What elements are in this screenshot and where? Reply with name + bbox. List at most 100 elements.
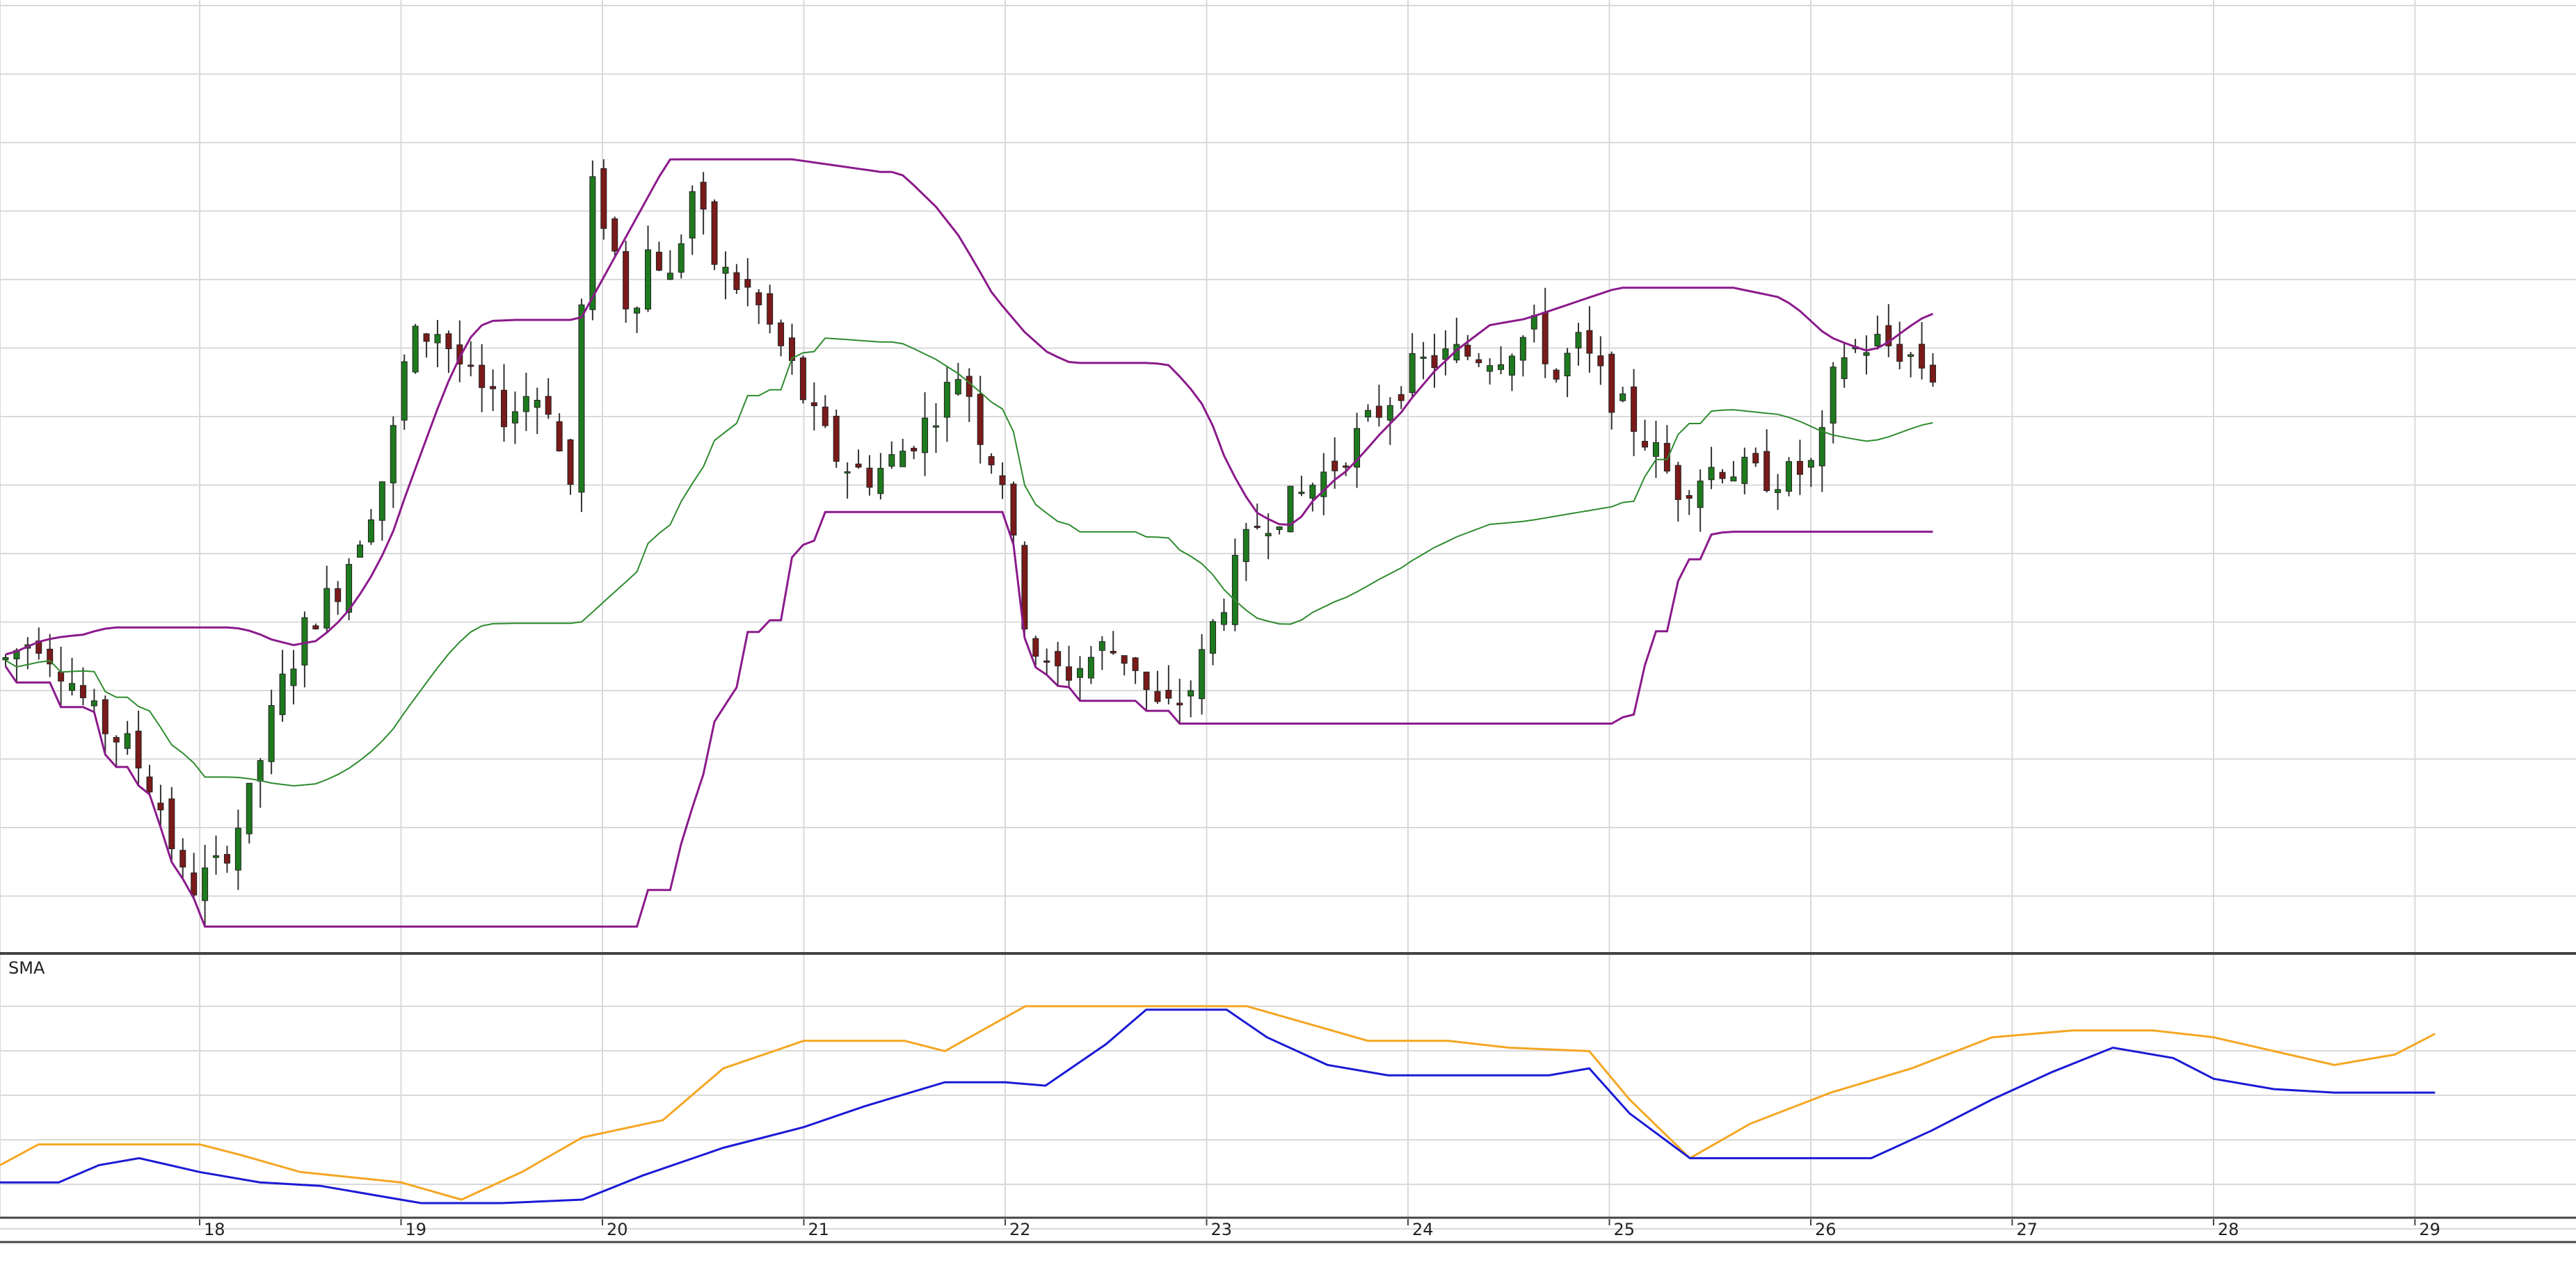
x-tick-label-19: 19: [406, 1220, 427, 1239]
candle-down: [1143, 671, 1150, 691]
candle-down: [1066, 666, 1073, 681]
candle-down: [799, 357, 806, 401]
candle-down: [545, 396, 552, 415]
candle-down: [1055, 651, 1062, 667]
candle-down: [911, 448, 918, 451]
candle-down: [833, 415, 840, 462]
candle-down: [1663, 442, 1670, 472]
candle-up: [1220, 612, 1227, 625]
candle-down: [623, 251, 630, 309]
candle-down: [102, 699, 109, 734]
candle-down: [1331, 460, 1338, 472]
candle-up: [279, 673, 286, 716]
candle-down: [810, 402, 817, 406]
candle-down: [1930, 364, 1937, 383]
candle-up: [234, 828, 241, 871]
candle-down: [1674, 465, 1681, 500]
candle-down: [1176, 702, 1183, 706]
candle-up: [1309, 485, 1316, 499]
candle-down: [855, 463, 862, 468]
candle-down: [423, 333, 430, 342]
candle-up: [1276, 526, 1283, 530]
candle-up: [1199, 649, 1206, 700]
candle-up: [634, 307, 641, 314]
candle-up: [401, 361, 408, 421]
candle-down: [1464, 344, 1471, 357]
indicator-series-2: [0, 1008, 2435, 1204]
candle-down: [490, 386, 497, 389]
candle-up: [346, 564, 353, 613]
x-tick-label-25: 25: [1614, 1220, 1635, 1239]
candle-up: [1076, 668, 1083, 678]
candle-up: [722, 266, 729, 274]
lower-band-line: [4, 510, 1933, 928]
candle-up: [511, 411, 518, 424]
candle-up: [301, 617, 308, 666]
candle-down: [1752, 453, 1759, 464]
candle-down: [1686, 494, 1693, 499]
candle-down: [501, 389, 508, 428]
candle-down: [1608, 353, 1615, 413]
candle-down: [711, 201, 718, 265]
candle-up: [922, 417, 929, 453]
candle-up: [666, 273, 673, 280]
candle-down: [1763, 451, 1770, 492]
candle-up: [1298, 492, 1305, 494]
candle-up: [1807, 460, 1814, 468]
candle-up: [257, 760, 264, 782]
candle-up: [367, 519, 374, 542]
candle-up: [1907, 354, 1914, 357]
candle-down: [1642, 441, 1649, 448]
candle-down: [335, 588, 342, 602]
candle-up: [124, 733, 131, 749]
candle-down: [1010, 483, 1017, 535]
middle-band-line: [5, 337, 1933, 787]
candle-up: [290, 668, 297, 686]
candle-up: [888, 454, 895, 467]
candle-down: [1032, 638, 1039, 657]
candle-up: [1098, 641, 1105, 651]
candle-down: [1043, 660, 1050, 663]
candle-down: [113, 736, 120, 743]
candle-down: [58, 671, 65, 682]
candle-up: [1730, 476, 1737, 482]
candle-up: [954, 379, 961, 395]
candle-up: [1519, 337, 1526, 361]
candle-down: [1398, 394, 1405, 401]
x-tick-label-18: 18: [204, 1220, 225, 1239]
candle-up: [2, 656, 9, 661]
candle-up: [899, 451, 906, 467]
x-tick-label-28: 28: [2218, 1220, 2239, 1239]
candle-up: [357, 545, 364, 558]
candle-down: [733, 272, 740, 290]
candle-up: [589, 176, 596, 310]
candle-up: [1442, 348, 1449, 360]
candle-up: [534, 400, 541, 408]
candle-up: [412, 325, 419, 373]
candle-down: [744, 279, 751, 288]
candle-down: [600, 168, 607, 229]
candle-down: [1885, 325, 1892, 346]
x-tick-label-29: 29: [2419, 1220, 2441, 1239]
candle-up: [1420, 356, 1427, 359]
candle-down: [1343, 465, 1350, 468]
candle-down: [999, 475, 1006, 485]
candle-up: [1364, 410, 1371, 418]
candle-down: [1919, 344, 1926, 369]
candle-down: [157, 803, 164, 811]
candle-down: [966, 376, 973, 397]
candle-down: [1796, 460, 1803, 475]
candle-down: [1719, 472, 1726, 479]
candle-up: [90, 700, 97, 707]
candle-up: [1652, 442, 1659, 457]
candle-down: [788, 337, 795, 361]
candle-up: [1187, 690, 1194, 697]
candle-up: [943, 382, 950, 418]
candle-up: [1697, 481, 1704, 508]
candle-up: [932, 425, 939, 428]
candle-down: [1542, 312, 1549, 364]
candle-up: [522, 396, 529, 412]
candle-down: [467, 364, 474, 367]
candle-down: [79, 685, 86, 698]
